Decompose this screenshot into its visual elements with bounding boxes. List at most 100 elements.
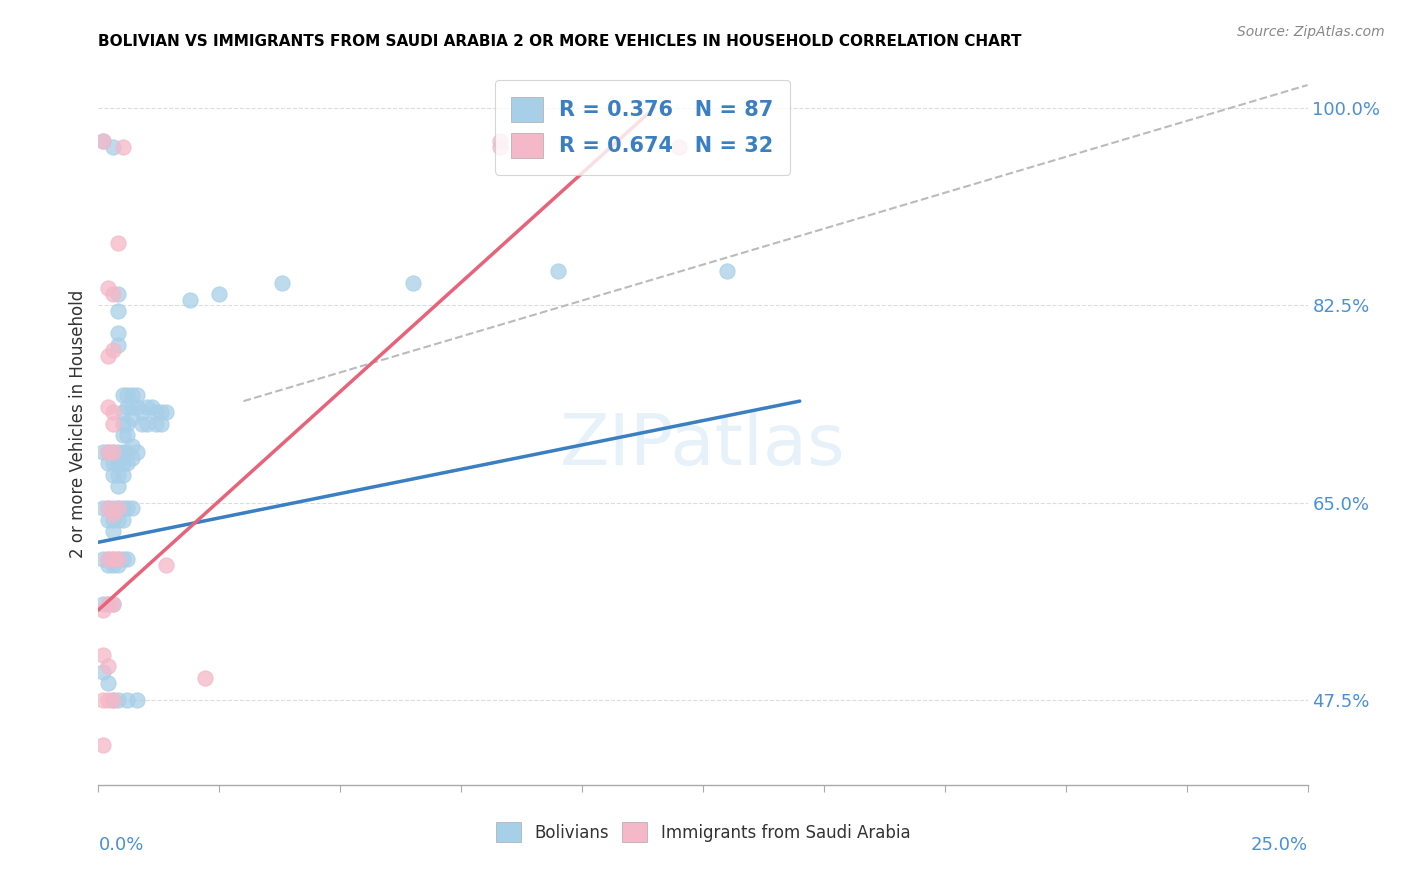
Point — [117, 417, 139, 431]
Point — [97, 693, 120, 707]
Point — [101, 501, 124, 516]
Point — [121, 400, 143, 414]
Point — [101, 507, 124, 521]
Point — [101, 513, 124, 527]
Point — [107, 513, 129, 527]
Point — [135, 417, 157, 431]
Point — [91, 552, 114, 566]
Point — [101, 552, 124, 566]
Point — [107, 501, 129, 516]
Point — [101, 598, 124, 612]
Point — [101, 417, 124, 431]
Point — [402, 276, 425, 290]
Point — [111, 456, 134, 470]
Point — [127, 445, 149, 459]
Point — [127, 400, 149, 414]
Point — [111, 388, 134, 402]
Point — [121, 388, 143, 402]
Point — [155, 405, 177, 419]
Point — [101, 558, 124, 572]
Point — [111, 467, 134, 482]
Point — [97, 349, 120, 363]
Point — [101, 140, 124, 154]
Point — [107, 286, 129, 301]
Point — [117, 428, 139, 442]
Point — [101, 343, 124, 358]
Point — [97, 445, 120, 459]
Point — [121, 501, 143, 516]
Point — [97, 558, 120, 572]
Point — [101, 467, 124, 482]
Point — [97, 445, 120, 459]
Point — [91, 135, 114, 149]
Point — [668, 140, 690, 154]
Point — [489, 135, 512, 149]
Point — [101, 552, 124, 566]
Point — [127, 388, 149, 402]
Point — [111, 501, 134, 516]
Point — [97, 281, 120, 295]
Legend: Bolivians, Immigrants from Saudi Arabia: Bolivians, Immigrants from Saudi Arabia — [489, 815, 917, 849]
Point — [117, 456, 139, 470]
Point — [97, 501, 120, 516]
Point — [117, 400, 139, 414]
Point — [91, 665, 114, 679]
Point — [107, 467, 129, 482]
Point — [145, 417, 167, 431]
Point — [97, 552, 120, 566]
Point — [101, 286, 124, 301]
Point — [111, 445, 134, 459]
Point — [107, 337, 129, 351]
Point — [97, 552, 120, 566]
Point — [101, 693, 124, 707]
Point — [111, 552, 134, 566]
Point — [91, 648, 114, 662]
Point — [91, 739, 114, 753]
Point — [101, 598, 124, 612]
Point — [117, 501, 139, 516]
Point — [91, 693, 114, 707]
Point — [107, 303, 129, 318]
Point — [97, 400, 120, 414]
Point — [107, 558, 129, 572]
Point — [117, 388, 139, 402]
Point — [101, 445, 124, 459]
Point — [107, 693, 129, 707]
Text: Source: ZipAtlas.com: Source: ZipAtlas.com — [1237, 25, 1385, 39]
Point — [107, 445, 129, 459]
Point — [91, 445, 114, 459]
Point — [111, 405, 134, 419]
Point — [107, 501, 129, 516]
Text: 25.0%: 25.0% — [1250, 836, 1308, 854]
Text: ZIPatlas: ZIPatlas — [560, 411, 846, 480]
Point — [155, 558, 177, 572]
Point — [101, 405, 124, 419]
Point — [107, 326, 129, 341]
Point — [107, 456, 129, 470]
Point — [208, 286, 231, 301]
Point — [101, 445, 124, 459]
Point — [97, 676, 120, 690]
Point — [97, 598, 120, 612]
Point — [101, 456, 124, 470]
Point — [547, 264, 569, 278]
Point — [107, 479, 129, 493]
Point — [131, 405, 153, 419]
Point — [111, 417, 134, 431]
Point — [271, 276, 294, 290]
Text: 0.0%: 0.0% — [98, 836, 143, 854]
Point — [97, 513, 120, 527]
Point — [107, 552, 129, 566]
Point — [150, 405, 173, 419]
Text: BOLIVIAN VS IMMIGRANTS FROM SAUDI ARABIA 2 OR MORE VEHICLES IN HOUSEHOLD CORRELA: BOLIVIAN VS IMMIGRANTS FROM SAUDI ARABIA… — [98, 34, 1022, 49]
Point — [117, 445, 139, 459]
Point — [150, 417, 173, 431]
Point — [97, 659, 120, 673]
Point — [97, 456, 120, 470]
Point — [489, 140, 512, 154]
Point — [117, 693, 139, 707]
Point — [716, 264, 738, 278]
Point — [131, 417, 153, 431]
Point — [127, 693, 149, 707]
Point — [91, 501, 114, 516]
